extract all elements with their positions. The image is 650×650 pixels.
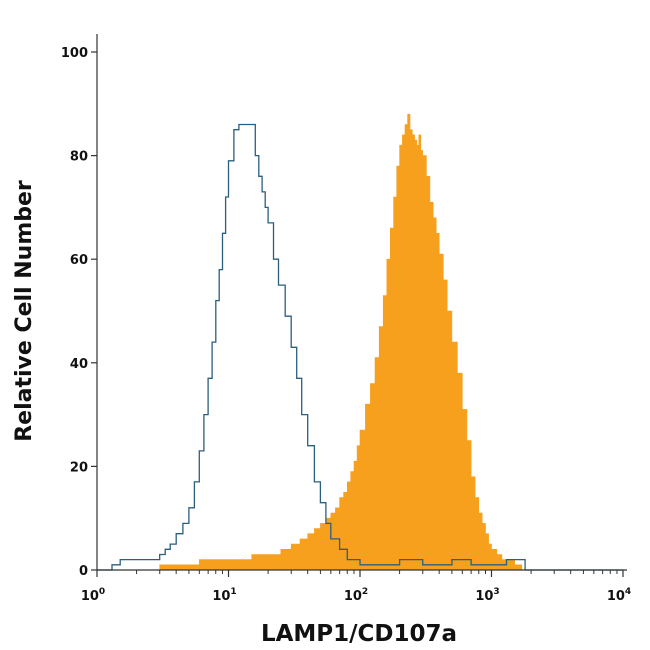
x-tick-label-4: 104 xyxy=(607,587,631,604)
histogram-series-outline-0 xyxy=(97,123,623,571)
y-tick-label-4: 80 xyxy=(70,150,88,165)
y-axis-ticks: 0 20 40 60 80 100 xyxy=(61,46,97,579)
plot-series xyxy=(97,113,623,571)
x-tick-label-3: 103 xyxy=(475,587,499,604)
x-tick-label-0: 100 xyxy=(81,587,105,604)
x-tick-label-2: 102 xyxy=(344,587,368,604)
y-tick-label-3: 60 xyxy=(70,253,88,268)
y-tick-label-2: 40 xyxy=(70,357,88,372)
y-tick-label-0: 0 xyxy=(79,564,88,579)
x-axis-ticks: 100 101 102 103 104 xyxy=(81,570,631,604)
histogram-series-filled-1 xyxy=(97,113,623,571)
x-axis-title: LAMP1/CD107a xyxy=(261,621,457,647)
y-axis-title: Relative Cell Number xyxy=(12,180,37,442)
x-tick-label-1: 101 xyxy=(212,587,236,604)
y-tick-label-1: 20 xyxy=(70,460,88,475)
y-tick-label-5: 100 xyxy=(61,46,88,61)
